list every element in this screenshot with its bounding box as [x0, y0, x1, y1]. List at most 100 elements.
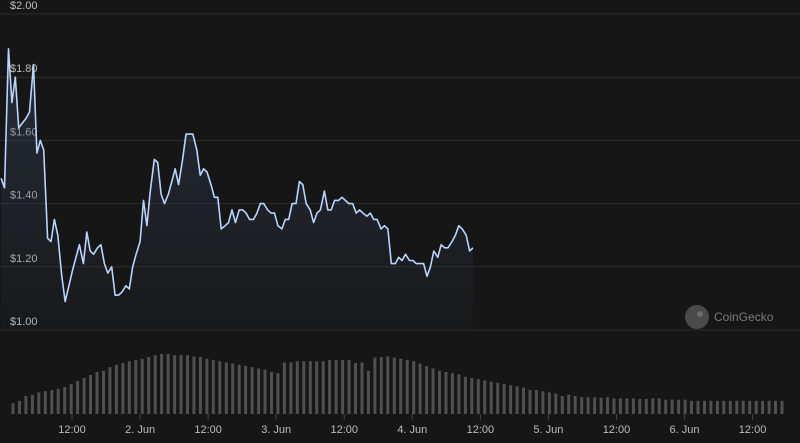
coingecko-logo-icon	[685, 305, 709, 329]
volume-bar	[715, 400, 719, 414]
volume-bar	[748, 400, 752, 414]
x-tick-label: 6. Jun	[670, 424, 700, 436]
volume-bar	[231, 363, 235, 414]
volume-bar	[334, 360, 338, 414]
volume-bar	[767, 400, 771, 414]
volume-bar	[599, 397, 603, 414]
volume-bar	[657, 398, 661, 414]
volume-bar	[709, 400, 713, 414]
volume-bar	[392, 357, 396, 414]
volume-bar	[237, 364, 241, 414]
x-tick-label: 12:00	[467, 424, 495, 436]
x-tick-label: 2. Jun	[125, 424, 155, 436]
price-line	[0, 48, 474, 303]
volume-bar	[270, 372, 273, 414]
volume-bar	[728, 400, 732, 414]
volume-bar	[696, 400, 700, 414]
volume-bar	[108, 367, 112, 414]
volume-bar	[354, 363, 357, 414]
volume-bar	[63, 387, 67, 414]
volume-bar	[612, 398, 616, 414]
volume-bar	[651, 398, 655, 414]
x-tick-label: 5. Jun	[533, 424, 563, 436]
volume-bar	[761, 400, 765, 414]
volume-bar	[263, 369, 267, 414]
volume-bar	[114, 364, 118, 414]
volume-bar	[502, 384, 506, 414]
volume-bar	[754, 400, 758, 414]
volume-bar	[664, 399, 668, 414]
volume-bar	[780, 400, 784, 414]
x-tick-label: 12:00	[58, 424, 86, 436]
volume-bar	[218, 361, 222, 414]
volume-bar	[127, 361, 131, 414]
volume-bar	[37, 392, 41, 414]
volume-bar	[160, 354, 164, 414]
volume-bar	[257, 368, 261, 414]
volume-bar	[121, 363, 125, 414]
volume-bar	[722, 400, 726, 414]
volume-bar	[670, 399, 674, 414]
volume-bar	[24, 396, 28, 414]
volume-bar	[438, 370, 441, 414]
volume-bar	[250, 367, 254, 414]
volume-bar	[205, 358, 209, 414]
volume-bar	[102, 370, 105, 414]
volume-bar	[463, 376, 467, 414]
volume-bar	[528, 390, 532, 414]
volume-bar	[198, 357, 202, 414]
volume-bar	[677, 399, 681, 414]
volume-bar	[405, 360, 409, 414]
volume-bar	[366, 370, 370, 414]
volume-bar	[360, 362, 364, 414]
volume-bar	[153, 355, 157, 414]
volume-bar	[18, 400, 21, 414]
volume-bar	[412, 361, 416, 414]
volume-bar	[89, 375, 92, 414]
volume-bar	[302, 361, 306, 414]
volume-bar	[166, 354, 170, 414]
volume-bar	[211, 360, 215, 414]
volume-bar	[580, 397, 584, 414]
volume-bar	[328, 360, 332, 414]
volume-bar	[586, 397, 590, 414]
volume-bar	[140, 358, 144, 414]
volume-bar	[489, 381, 493, 414]
volume-bar	[457, 374, 461, 414]
y-tick-label: $2.00	[10, 0, 38, 12]
volume-bar	[625, 398, 629, 414]
volume-bar	[50, 390, 54, 414]
x-axis-labels: 12:00 2. Jun 12:00 3. Jun 12:00 4. Jun 12:00 5.…	[58, 414, 766, 436]
x-tick-label: 12:00	[330, 424, 358, 436]
volume-bar	[347, 360, 351, 414]
volume-bar	[593, 397, 597, 414]
volume-bar	[509, 385, 513, 414]
volume-bar	[476, 379, 480, 414]
volume-bar	[379, 357, 383, 414]
volume-bar	[69, 384, 73, 414]
x-tick-label: 4. Jun	[397, 424, 427, 436]
x-tick-label: 3. Jun	[261, 424, 291, 436]
volume-bar	[515, 386, 519, 414]
volume-bar	[95, 372, 99, 414]
volume-bar	[534, 390, 538, 414]
volume-bar	[741, 400, 745, 414]
volume-bar	[606, 397, 609, 414]
y-tick-label: $1.80	[10, 63, 38, 75]
volume-bar	[386, 356, 390, 414]
volume-bar	[690, 400, 693, 414]
volume-bar	[244, 366, 248, 414]
coingecko-watermark: CoinGecko	[685, 305, 774, 329]
volume-bar	[295, 361, 299, 414]
volume-bar	[11, 403, 15, 414]
volume-bar	[470, 378, 474, 414]
volume-bar	[282, 362, 286, 414]
volume-bar	[276, 373, 280, 414]
volume-bar	[496, 382, 500, 414]
x-tick-label: 12:00	[194, 424, 222, 436]
volume-bar	[554, 393, 558, 414]
volume-bar	[522, 387, 525, 414]
volume-bar	[774, 400, 777, 414]
volume-bar	[541, 391, 545, 414]
